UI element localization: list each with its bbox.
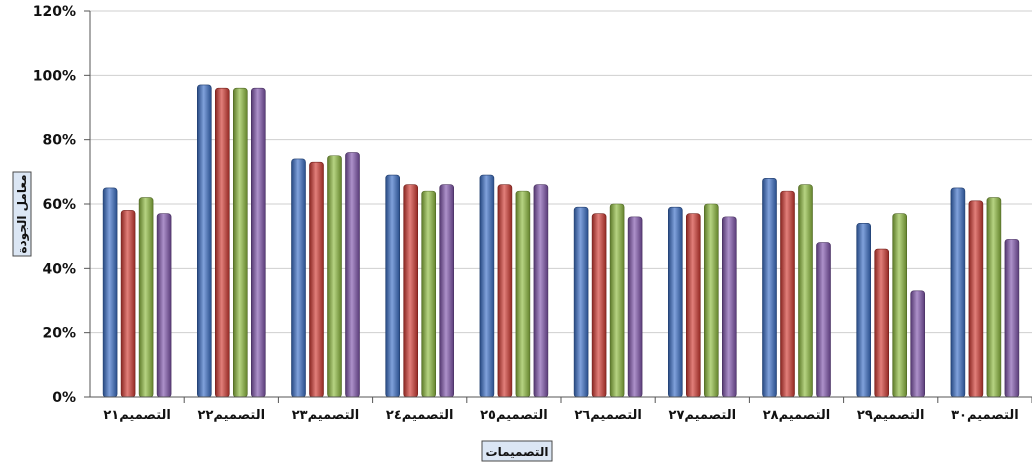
bar [421,190,437,398]
bar [609,203,625,398]
bar [291,158,306,398]
bar [156,213,172,398]
x-tick-label: التصميم٢٩ [857,408,925,423]
y-tick-label: 100% [33,68,76,84]
y-tick-label: 80% [42,133,76,149]
bar [327,155,342,398]
bar [515,190,531,398]
bar [798,184,813,398]
bar [816,242,831,398]
x-tick-label: التصميم٢٨ [763,408,831,423]
x-tick-label: التصميم٢٦ [574,408,642,423]
bar [309,161,324,398]
bar [986,197,1002,398]
bar [892,213,908,398]
bar [1004,239,1020,398]
gridlines [90,10,1032,334]
bar [573,206,589,398]
bar [138,197,154,398]
bar [762,177,777,398]
y-tick-label: 120% [33,4,76,20]
y-tick-label: 20% [42,326,76,342]
bar [403,184,419,398]
bar [685,213,701,398]
x-axis-label: التصميمات [486,445,549,459]
bar [968,200,984,398]
x-tick-label: التصميم٢٥ [480,408,548,423]
x-tick-label: التصميم٢٣ [292,408,360,423]
bar [233,87,248,398]
x-tick-label: التصميم٢١ [103,408,171,423]
bar [667,206,683,398]
bar [345,152,360,398]
bar [533,184,549,398]
y-tick-label: 0% [52,390,76,406]
x-tick-label: التصميم٣٠ [951,408,1019,423]
x-tick-label: التصميم٢٢ [198,408,266,423]
bar [439,184,455,398]
x-tick-label: التصميم٢٧ [669,408,737,423]
bar [497,184,513,398]
y-tick-label: 60% [42,197,76,213]
bar [102,187,118,398]
x-tick-label: التصميم٢٤ [386,408,454,423]
bar [215,87,230,398]
bar [703,203,719,398]
bar [591,213,607,398]
bar [251,87,266,398]
bar [780,190,795,398]
y-tick-label: 40% [42,261,76,277]
bar [910,290,926,398]
x-axis-title: التصميمات [481,440,553,462]
bars [102,84,1020,398]
bar [874,248,890,398]
bar [120,210,136,398]
bar [627,216,643,398]
y-axis-label: معامل الجودة [15,174,30,253]
bar [385,174,401,398]
y-axis-ticks: 0% 20% 40% 60% 80% 100% 120% [33,4,90,406]
bar [950,187,966,398]
bar [479,174,495,398]
bar [856,223,872,398]
bar [197,84,212,398]
x-axis-ticks: التصميم٢١ التصميم٢٢ التصميم٢٣ التصميم٢٤ التص… [103,397,1032,423]
y-axis-title: معامل الجودة [12,171,32,257]
bar [721,216,737,398]
